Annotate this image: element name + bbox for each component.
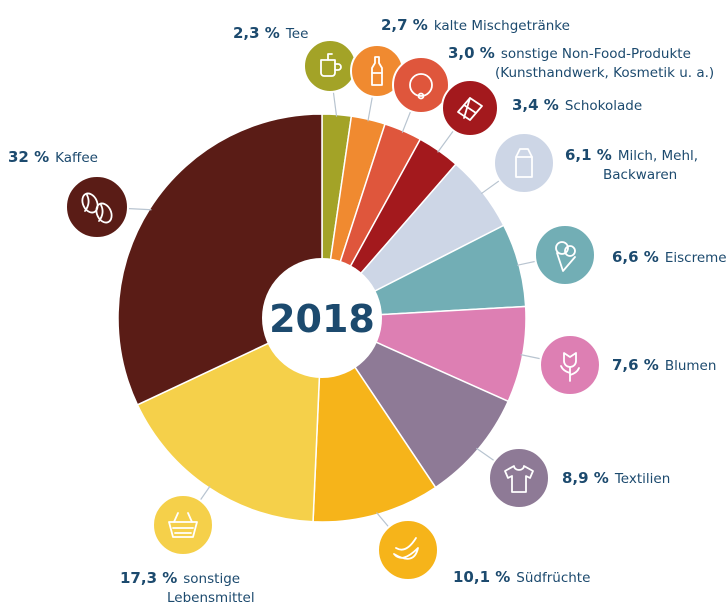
basket-icon bbox=[152, 494, 214, 556]
slice-name: Südfrüchte bbox=[516, 570, 590, 586]
slice-label: 32 % Kaffee bbox=[8, 148, 98, 166]
slice-name: Milch, Mehl, bbox=[618, 148, 698, 164]
slice-percent: 17,3 % bbox=[120, 569, 177, 587]
banana-icon bbox=[377, 519, 439, 581]
slice-name: sonstige bbox=[183, 571, 240, 587]
icon-badge bbox=[377, 519, 439, 581]
icon-badge bbox=[534, 224, 596, 286]
slice-name: kalte Mischgetränke bbox=[434, 18, 570, 34]
slice-label: 6,1 % Milch, Mehl, Backwaren bbox=[565, 146, 698, 183]
slice-label: 2,3 % Tee bbox=[233, 24, 308, 42]
slice-percent: 6,1 % bbox=[565, 146, 612, 164]
icon-badge bbox=[488, 447, 550, 509]
slice-label: 2,7 % kalte Mischgetränke bbox=[381, 16, 570, 34]
icon-badge bbox=[392, 56, 450, 114]
slice-label: 6,6 % Eiscreme bbox=[612, 248, 727, 266]
slice-name: Blumen bbox=[665, 358, 717, 374]
slice-percent: 2,3 % bbox=[233, 24, 280, 42]
slice-percent: 2,7 % bbox=[381, 16, 428, 34]
donut-hole bbox=[262, 258, 382, 378]
slice-name: (Kunsthandwerk, Kosmetik u. a.) bbox=[495, 65, 714, 81]
coffee-beans-icon bbox=[65, 175, 129, 239]
slice-percent: 3,0 % bbox=[448, 44, 495, 62]
center-year-label: 2018 bbox=[269, 297, 375, 341]
icon-badge bbox=[303, 39, 357, 93]
bracelet-icon bbox=[392, 56, 450, 114]
slice-label: 3,0 % sonstige Non-Food-Produkte (Kunsthan… bbox=[448, 44, 714, 81]
slice-label: 8,9 % Textilien bbox=[562, 469, 670, 487]
slice-percent: 6,6 % bbox=[612, 248, 659, 266]
tea-mug-icon bbox=[303, 39, 357, 93]
slice-label: 7,6 % Blumen bbox=[612, 356, 716, 374]
icon-badge bbox=[493, 132, 555, 194]
slice-name: Lebensmittel bbox=[167, 590, 255, 606]
slice-percent: 7,6 % bbox=[612, 356, 659, 374]
icon-badge bbox=[539, 334, 601, 396]
slice-name: Kaffee bbox=[55, 150, 98, 166]
slice-labels: 2,3 % Tee 2,7 % kalte Mischgetränke 3,0 % son… bbox=[8, 16, 727, 606]
shirt-icon bbox=[488, 447, 550, 509]
ice-cream-icon bbox=[534, 224, 596, 286]
slice-name: Schokolade bbox=[565, 98, 642, 114]
slice-percent: 3,4 % bbox=[512, 96, 559, 114]
slice-percent: 8,9 % bbox=[562, 469, 609, 487]
slice-name: sonstige Non-Food-Produkte bbox=[501, 46, 691, 62]
chocolate-icon bbox=[441, 79, 499, 137]
slice-percent: 32 % bbox=[8, 148, 49, 166]
slice-name: Eiscreme bbox=[665, 250, 727, 266]
rose-icon bbox=[539, 334, 601, 396]
icon-badge bbox=[152, 494, 214, 556]
slice-name: Tee bbox=[285, 26, 309, 42]
slice-label: 10,1 % Südfrüchte bbox=[453, 568, 590, 586]
slice-label: 17,3 % sonstige Lebensmittel bbox=[120, 569, 255, 606]
slice-icons bbox=[65, 39, 601, 581]
slice-name: Textilien bbox=[614, 471, 670, 487]
slice-name: Backwaren bbox=[603, 167, 677, 183]
slice-label: 3,4 % Schokolade bbox=[512, 96, 642, 114]
slice-percent: 10,1 % bbox=[453, 568, 510, 586]
milk-carton-icon bbox=[493, 132, 555, 194]
